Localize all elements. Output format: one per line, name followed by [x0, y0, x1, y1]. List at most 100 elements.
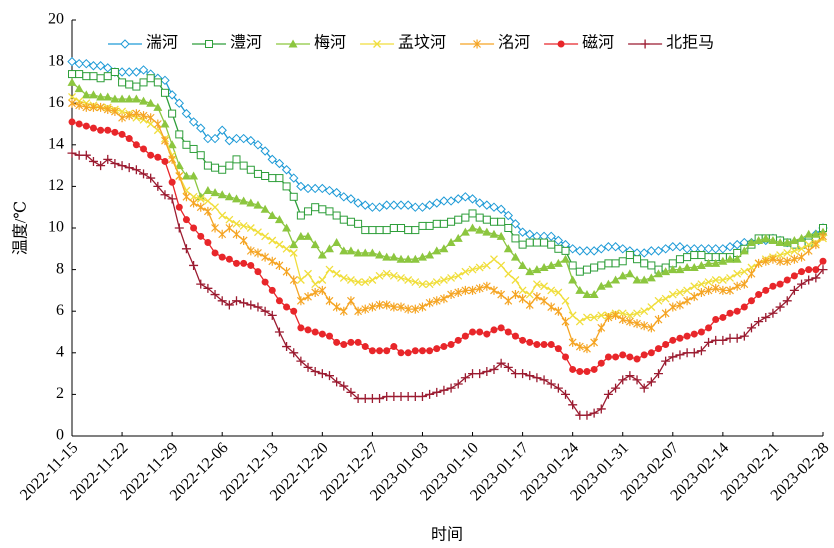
data-point [504, 328, 512, 336]
data-point [576, 368, 584, 376]
data-point [503, 210, 514, 221]
data-point [490, 326, 498, 334]
data-point [210, 290, 220, 300]
data-point [254, 268, 262, 276]
data-point [232, 194, 242, 203]
data-point [618, 257, 627, 266]
data-point [331, 187, 342, 198]
data-point [332, 302, 341, 312]
legend-marker [288, 39, 298, 48]
data-point [618, 315, 627, 325]
data-point [175, 130, 184, 139]
data-point [483, 330, 491, 338]
data-point [267, 211, 277, 220]
data-point [289, 348, 299, 358]
data-point [346, 194, 356, 204]
data-point [161, 136, 169, 146]
data-point [633, 309, 641, 318]
data-point [711, 244, 721, 254]
data-point [211, 163, 220, 172]
data-point [689, 263, 699, 272]
data-point [640, 321, 649, 331]
data-point [647, 349, 655, 357]
data-point [425, 389, 435, 399]
data-point [75, 100, 84, 110]
data-point [553, 258, 563, 267]
data-point [325, 207, 334, 216]
data-point [589, 246, 599, 256]
data-point [203, 186, 213, 195]
data-point [218, 165, 227, 174]
data-point [525, 238, 534, 247]
data-point [418, 347, 426, 355]
data-point [496, 358, 506, 368]
data-point [325, 265, 334, 274]
data-point [361, 226, 370, 235]
data-point [654, 345, 662, 353]
data-point [518, 294, 527, 304]
data-point [532, 292, 541, 302]
data-point [618, 375, 628, 385]
data-point [517, 227, 528, 237]
data-point [182, 192, 191, 202]
data-point [460, 227, 470, 236]
data-point [160, 119, 170, 128]
data-point [367, 202, 378, 212]
data-point [232, 155, 241, 164]
data-point [553, 235, 564, 246]
data-point [346, 387, 356, 397]
data-point [146, 98, 156, 107]
data-point [82, 102, 91, 112]
data-point [311, 287, 320, 297]
data-point [96, 92, 106, 101]
data-point [203, 133, 213, 144]
data-point [210, 188, 220, 197]
data-point [525, 290, 534, 299]
data-point [375, 250, 385, 259]
data-point [504, 224, 513, 232]
data-point [232, 296, 242, 306]
data-point [682, 244, 692, 254]
data-point [540, 296, 548, 306]
data-point [769, 254, 777, 264]
data-point [762, 286, 770, 294]
data-point [453, 194, 463, 204]
data-point [454, 336, 462, 344]
data-point [754, 235, 764, 244]
data-point [281, 165, 292, 175]
data-point [346, 246, 356, 255]
data-point [297, 324, 305, 332]
data-point [603, 389, 613, 399]
data-point [311, 280, 320, 289]
data-point [568, 311, 577, 320]
data-point [254, 228, 262, 237]
data-point [333, 338, 341, 346]
data-point [503, 362, 513, 372]
data-point [104, 126, 112, 134]
data-point [718, 244, 728, 254]
data-point [633, 319, 641, 329]
data-point [633, 255, 642, 264]
data-point [332, 269, 341, 278]
data-point [382, 300, 391, 310]
data-point [562, 353, 570, 361]
data-point [117, 94, 127, 103]
data-point [747, 269, 756, 279]
data-point [632, 375, 642, 385]
data-point [432, 198, 442, 208]
data-point [453, 233, 463, 242]
data-point [225, 215, 234, 224]
data-point [231, 133, 242, 144]
data-point [446, 383, 456, 393]
data-point [289, 192, 298, 201]
data-point [81, 90, 91, 99]
data-point [467, 194, 478, 204]
data-point [211, 249, 219, 257]
data-point [475, 369, 485, 379]
data-point [511, 234, 520, 243]
data-point [339, 381, 349, 391]
data-point [440, 343, 448, 351]
data-point [625, 311, 634, 320]
data-point [597, 323, 606, 333]
